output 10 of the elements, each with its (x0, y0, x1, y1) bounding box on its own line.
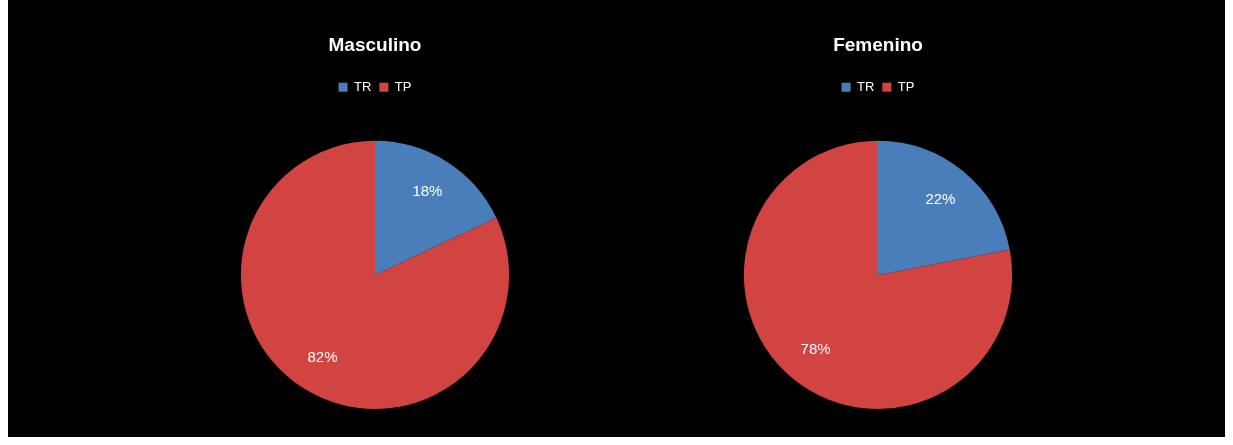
chart-title: Masculino (328, 33, 422, 55)
legend-label: TR (354, 78, 372, 94)
data-label: 82% (307, 347, 338, 365)
data-label: 78% (800, 340, 831, 358)
legend-label: TP (897, 78, 915, 94)
legend-label: TR (857, 78, 875, 94)
data-label: 18% (412, 182, 443, 200)
data-label: 22% (925, 189, 956, 207)
chart-title: Femenino (833, 33, 923, 55)
legend-label: TP (394, 78, 412, 94)
